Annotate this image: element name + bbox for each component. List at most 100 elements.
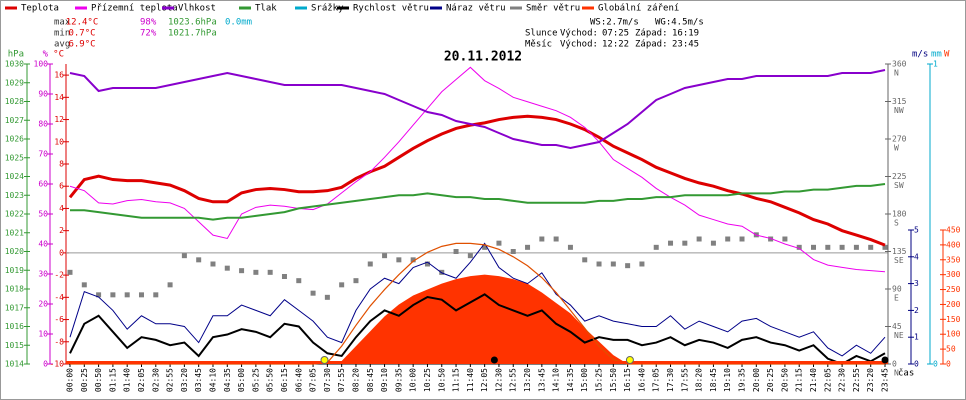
bottom-band bbox=[66, 361, 888, 364]
x-tick-label: 14:35 bbox=[566, 368, 575, 392]
compass-label: W bbox=[894, 144, 899, 153]
x-tick-label: 05:25 bbox=[251, 368, 260, 392]
x-tick-label: 19:10 bbox=[723, 368, 732, 392]
x-tick-label: 17:05 bbox=[652, 368, 661, 392]
axis-unit: hPa bbox=[8, 50, 24, 60]
direction-point bbox=[567, 244, 573, 250]
compass-label: N bbox=[894, 69, 899, 78]
y-tick-label: 1014 bbox=[5, 360, 24, 369]
moon-set-label: Západ: bbox=[635, 40, 668, 50]
x-tick-label: 14:10 bbox=[552, 368, 561, 392]
direction-point bbox=[668, 240, 674, 246]
direction-point bbox=[839, 244, 845, 250]
x-tick-label: 13:45 bbox=[537, 368, 546, 392]
direction-point bbox=[625, 263, 631, 269]
direction-point bbox=[582, 257, 588, 263]
x-tick-label: 21:15 bbox=[795, 368, 804, 392]
direction-point bbox=[868, 244, 874, 250]
y-tick-label: 180 bbox=[892, 210, 907, 219]
moon-set: 23:45 bbox=[672, 40, 699, 50]
y-tick-label: 20 bbox=[38, 300, 48, 309]
y-tick-label: 1023 bbox=[5, 191, 24, 200]
y-tick-label: 2 bbox=[59, 226, 64, 235]
x-tick-label: 17:55 bbox=[680, 368, 689, 392]
stat-value: 72% bbox=[140, 29, 157, 39]
direction-point bbox=[596, 261, 602, 267]
y-tick-label: 0 bbox=[59, 248, 64, 257]
axis-unit: °C bbox=[53, 50, 64, 60]
legend-label: Srážky bbox=[311, 4, 344, 14]
direction-point bbox=[639, 261, 645, 267]
y-tick-label: 300 bbox=[946, 270, 961, 279]
x-tick-label: 03:20 bbox=[180, 368, 189, 392]
y-tick-label: 135 bbox=[892, 247, 907, 256]
direction-point bbox=[410, 257, 416, 263]
y-tick-label: 0 bbox=[43, 360, 48, 369]
moon-label: Měsíc bbox=[525, 40, 552, 50]
series-line bbox=[69, 69, 886, 150]
y-tick-label: 100 bbox=[34, 60, 49, 69]
y-tick-label: 1029 bbox=[5, 78, 24, 87]
direction-point bbox=[310, 290, 316, 296]
y-tick-label: 16 bbox=[54, 71, 64, 80]
chart-title: 20.11.2012 bbox=[444, 50, 522, 65]
direction-point bbox=[825, 244, 831, 250]
y-tick-label: 0 bbox=[892, 360, 897, 369]
y-tick-label: 1015 bbox=[5, 341, 24, 350]
direction-point bbox=[739, 236, 745, 242]
radiation-area bbox=[70, 274, 885, 364]
y-tick-label: 1019 bbox=[5, 266, 24, 275]
axis-unit: % bbox=[43, 50, 49, 60]
direction-point bbox=[296, 278, 302, 284]
direction-point bbox=[553, 236, 559, 242]
legend-label: Přízemní teplota bbox=[91, 4, 178, 14]
y-tick-label: 30 bbox=[38, 270, 48, 279]
y-tick-label: 1 bbox=[914, 333, 919, 342]
x-tick-label: 22:30 bbox=[838, 368, 847, 392]
y-tick-label: 10 bbox=[38, 330, 48, 339]
y-tick-label: 5 bbox=[914, 226, 919, 235]
y-tick-label: 100 bbox=[946, 330, 961, 339]
direction-point bbox=[653, 244, 659, 250]
wind-gust-text: WG:4.5m/s bbox=[655, 18, 704, 28]
sunset-marker bbox=[625, 356, 634, 364]
direction-point bbox=[882, 244, 888, 250]
y-tick-label: 50 bbox=[38, 210, 48, 219]
x-tick-label: 15:50 bbox=[609, 368, 618, 392]
direction-point bbox=[768, 236, 774, 242]
y-tick-label: 225 bbox=[892, 172, 907, 181]
x-tick-label: 00:00 bbox=[66, 368, 75, 392]
direction-point bbox=[510, 249, 516, 254]
compass-label: SE bbox=[894, 256, 904, 265]
y-tick-label: 350 bbox=[946, 255, 961, 264]
compass-label: E bbox=[894, 294, 899, 303]
y-tick-label: 90 bbox=[38, 90, 48, 99]
legend-label: Teplota bbox=[21, 4, 59, 14]
stat-value: 0.0mm bbox=[225, 18, 252, 28]
y-tick-label: 3 bbox=[914, 279, 919, 288]
x-tick-label: 02:55 bbox=[166, 368, 175, 392]
direction-point bbox=[725, 236, 731, 242]
y-tick-label: 270 bbox=[892, 135, 907, 144]
x-tick-label: 07:05 bbox=[309, 368, 318, 392]
x-tick-label: 20:00 bbox=[752, 368, 761, 392]
y-tick-label: 200 bbox=[946, 300, 961, 309]
x-tick-label: 15:00 bbox=[580, 368, 589, 392]
x-tick-label: 05:00 bbox=[237, 368, 246, 392]
y-tick-label: 400 bbox=[946, 240, 961, 249]
y-tick-label: 4 bbox=[59, 204, 64, 213]
y-tick-label: 50 bbox=[946, 345, 956, 354]
direction-point bbox=[682, 240, 688, 246]
y-tick-label: -8 bbox=[54, 337, 64, 346]
direction-point bbox=[525, 244, 531, 250]
stat-value: 6.9°C bbox=[68, 40, 95, 50]
direction-point bbox=[539, 236, 545, 242]
legend-label: Směr větru bbox=[526, 4, 580, 14]
y-tick-label: 80 bbox=[38, 120, 48, 129]
direction-point bbox=[181, 253, 187, 259]
y-tick-label: 360 bbox=[892, 60, 907, 69]
y-tick-label: 450 bbox=[946, 226, 961, 235]
y-tick-label: 1016 bbox=[5, 322, 24, 331]
y-tick-label: 12 bbox=[54, 115, 64, 124]
x-tick-label: 20:50 bbox=[780, 368, 789, 392]
